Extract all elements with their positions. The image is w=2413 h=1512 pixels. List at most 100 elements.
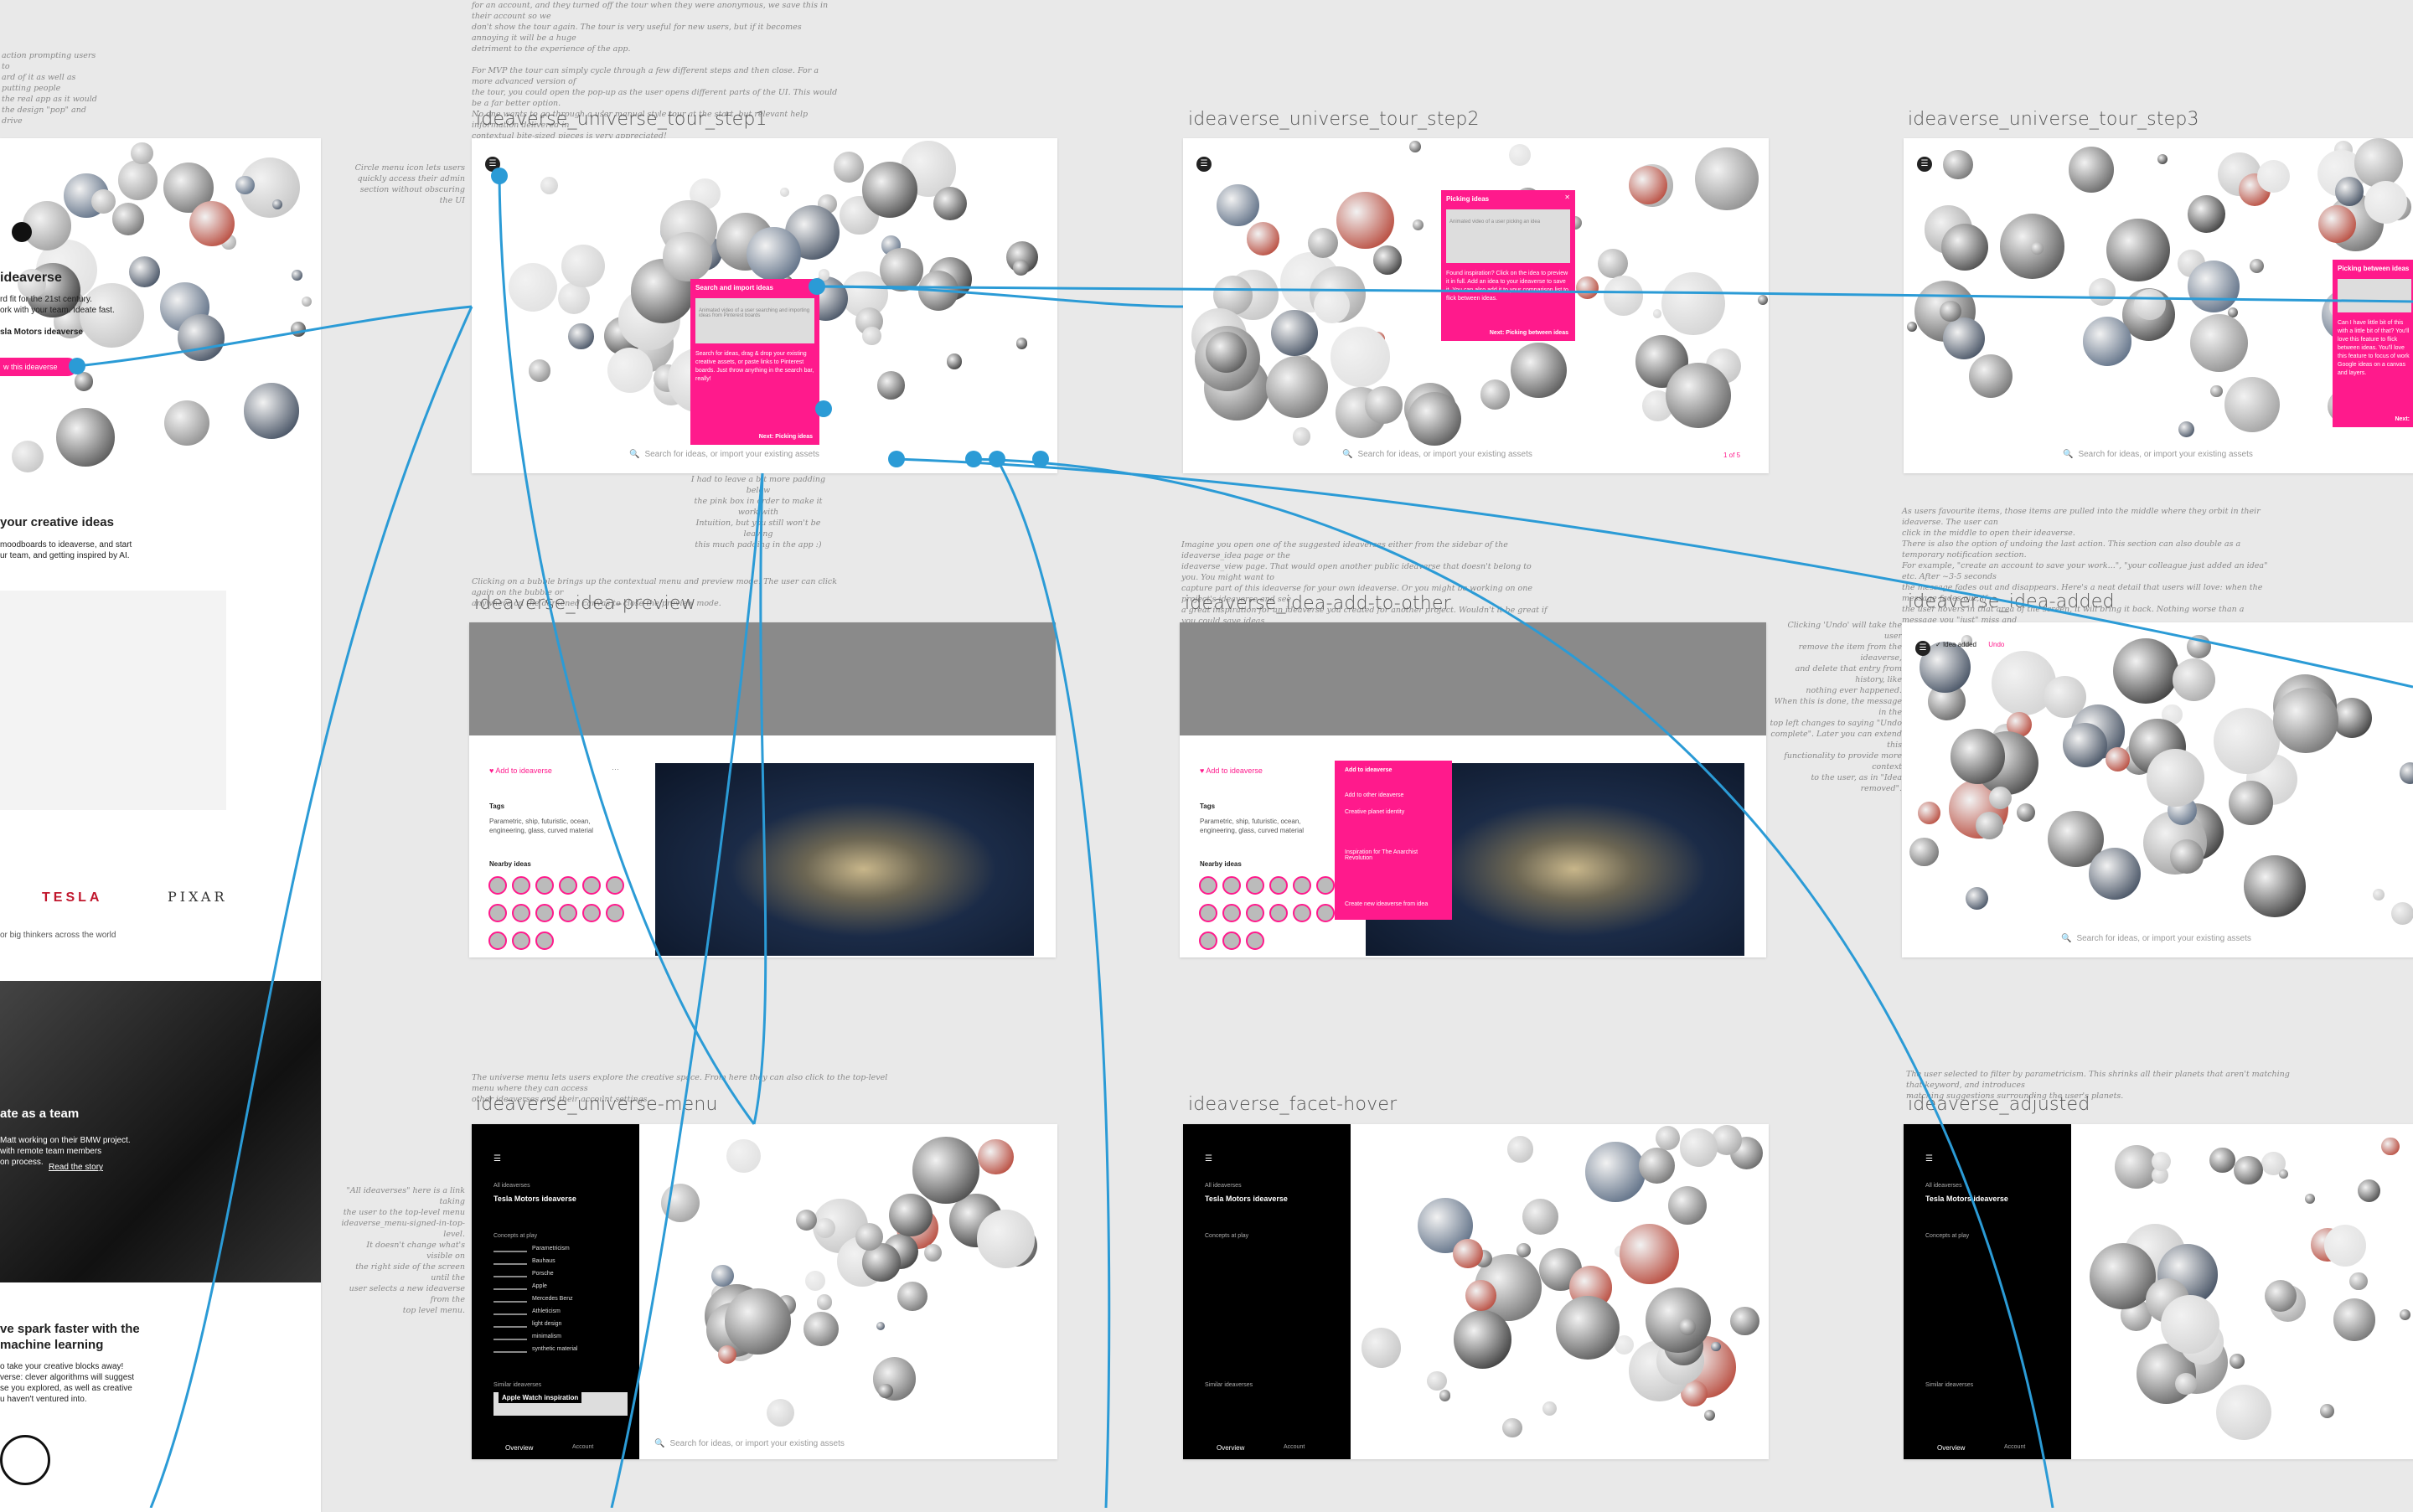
concept-row[interactable]: Apple [493, 1283, 628, 1296]
idea-bubble[interactable] [557, 282, 590, 315]
idea-bubble[interactable] [2249, 258, 2265, 274]
idea-bubble[interactable] [1950, 729, 2006, 784]
idea-bubble[interactable] [2399, 1308, 2410, 1320]
idea-bubble[interactable] [1453, 1310, 1512, 1369]
idea-bubble[interactable] [2190, 314, 2249, 373]
idea-bubble[interactable] [2243, 855, 2306, 917]
idea-bubble[interactable] [79, 283, 144, 348]
idea-bubble[interactable] [528, 359, 551, 383]
similar-ideaverse-card[interactable]: Apple Watch inspiration [493, 1392, 628, 1416]
hamburger-icon[interactable]: ☰ [493, 1154, 501, 1164]
idea-bubble[interactable] [22, 201, 72, 250]
search-bar[interactable]: 🔍 Search for ideas, or import your exist… [629, 450, 914, 459]
idea-bubble[interactable] [815, 1217, 836, 1238]
search-bar[interactable]: 🔍 Search for ideas, or import your exist… [1342, 450, 1627, 459]
idea-bubble[interactable] [2089, 278, 2116, 306]
idea-bubble[interactable] [243, 383, 300, 439]
idea-bubble[interactable] [508, 263, 557, 312]
idea-bubble[interactable] [235, 175, 255, 195]
idea-bubble[interactable] [1961, 635, 1973, 647]
idea-bubble[interactable] [1988, 786, 2012, 809]
idea-bubble[interactable] [2169, 839, 2204, 874]
idea-bubble[interactable] [1667, 1186, 1707, 1226]
idea-bubble[interactable] [912, 1137, 979, 1204]
idea-bubble[interactable] [724, 1288, 792, 1355]
idea-bubble[interactable] [1679, 1318, 1697, 1336]
tab-account[interactable]: Account [1284, 1444, 1305, 1450]
idea-bubble[interactable] [1480, 379, 1511, 410]
idea-bubble[interactable] [2068, 146, 2115, 193]
idea-bubble[interactable] [131, 142, 153, 165]
idea-bubble[interactable] [2279, 1169, 2288, 1179]
idea-bubble[interactable] [1407, 392, 1461, 446]
idea-bubble[interactable] [933, 187, 967, 220]
idea-bubble[interactable] [780, 188, 790, 197]
tour-next-button[interactable]: Next: Picking between ideas [1489, 330, 1568, 336]
idea-bubble[interactable] [876, 371, 906, 400]
idea-bubble[interactable] [878, 1383, 893, 1399]
idea-bubble[interactable] [888, 1193, 933, 1237]
idea-bubble[interactable] [1639, 1148, 1676, 1184]
more-options-icon[interactable]: ··· [612, 765, 619, 773]
concept-row[interactable]: light design [493, 1321, 628, 1334]
idea-bubble[interactable] [1940, 223, 1989, 271]
idea-bubble[interactable] [2173, 658, 2216, 702]
idea-bubble[interactable] [56, 408, 115, 467]
tour-next-button[interactable]: Next: [2395, 416, 2410, 422]
idea-bubble[interactable] [1907, 321, 1918, 333]
circle-menu-icon[interactable]: ☰ [1196, 157, 1212, 172]
tab-overview[interactable]: Overview [1217, 1444, 1245, 1452]
idea-bubble[interactable] [2134, 288, 2166, 320]
idea-bubble[interactable] [1465, 1280, 1497, 1311]
tab-account[interactable]: Account [572, 1444, 594, 1450]
idea-bubble[interactable] [1522, 1198, 1559, 1236]
idea-bubble[interactable] [1509, 143, 1532, 166]
idea-bubble[interactable] [2161, 1295, 2219, 1355]
idea-bubble[interactable] [1943, 317, 1986, 360]
idea-bubble[interactable] [2152, 1151, 2172, 1171]
concept-row[interactable]: minimalism [493, 1334, 628, 1346]
concept-row[interactable]: synthetic material [493, 1346, 628, 1359]
hamburger-icon[interactable]: ☰ [1205, 1154, 1212, 1164]
idea-bubble[interactable] [1918, 801, 1941, 824]
concept-row[interactable]: Mercedes Benz [493, 1296, 628, 1308]
idea-bubble[interactable] [1603, 276, 1644, 316]
idea-bubble[interactable] [177, 313, 225, 361]
idea-bubble[interactable] [2187, 261, 2240, 313]
idea-bubble[interactable] [2357, 1179, 2380, 1202]
idea-bubble[interactable] [2112, 637, 2178, 704]
idea-bubble[interactable] [2304, 1193, 2315, 1204]
idea-bubble[interactable] [1372, 245, 1403, 275]
search-input[interactable]: Search for ideas, or import your existin… [669, 1439, 845, 1448]
idea-bubble[interactable] [2209, 1148, 2235, 1174]
idea-bubble[interactable] [292, 270, 302, 281]
idea-bubble[interactable] [2323, 1224, 2366, 1267]
idea-bubble[interactable] [1439, 1390, 1451, 1401]
idea-bubble[interactable] [876, 1321, 886, 1330]
idea-bubble[interactable] [607, 347, 653, 393]
idea-bubble[interactable] [90, 189, 116, 214]
idea-bubble[interactable] [946, 353, 963, 369]
idea-bubble[interactable] [1336, 191, 1394, 250]
idea-bubble[interactable] [711, 1264, 734, 1287]
idea-bubble[interactable] [302, 296, 313, 307]
idea-bubble[interactable] [1585, 1142, 1646, 1202]
idea-bubble[interactable] [2228, 780, 2274, 825]
search-input[interactable]: Search for ideas, or import your existin… [1357, 450, 1532, 459]
idea-bubble[interactable] [1614, 1334, 1635, 1355]
circle-menu-icon[interactable]: ☰ [1915, 641, 1930, 656]
idea-bubble[interactable] [924, 1243, 942, 1262]
idea-bubble[interactable] [1246, 222, 1280, 255]
idea-bubble[interactable] [74, 372, 94, 392]
idea-bubble[interactable] [1314, 286, 1351, 324]
all-ideaverses-link[interactable]: All ideaverses [493, 1183, 530, 1189]
idea-bubble[interactable] [1205, 332, 1247, 373]
concept-row[interactable]: Parametricism [493, 1246, 628, 1258]
idea-bubble[interactable] [818, 269, 829, 281]
idea-bubble[interactable] [2216, 1385, 2271, 1441]
idea-bubble[interactable] [1217, 183, 1259, 226]
search-bar[interactable]: 🔍 Search for ideas, or import your exist… [2061, 934, 2346, 943]
idea-bubble[interactable] [1665, 362, 1732, 428]
idea-bubble[interactable] [2372, 889, 2385, 901]
idea-bubble[interactable] [11, 441, 44, 473]
